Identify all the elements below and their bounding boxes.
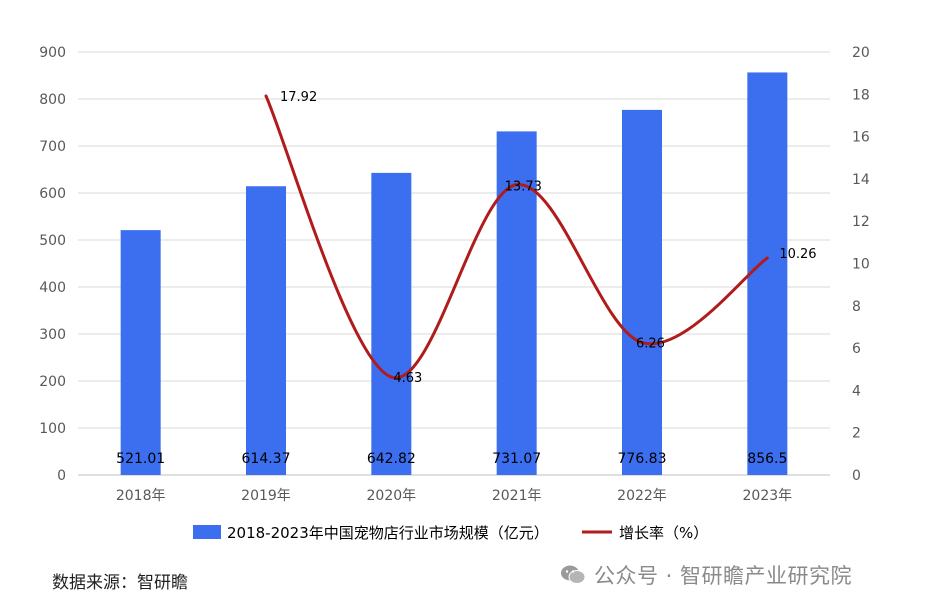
left-tick-label: 400 (39, 280, 66, 296)
x-tick-label: 2021年 (492, 488, 542, 504)
bar (246, 186, 286, 475)
legend: 2018-2023年中国宠物店行业市场规模（亿元） 增长率（%） (193, 524, 708, 542)
x-tick-label: 2022年 (617, 488, 667, 504)
x-tick-label: 2019年 (241, 488, 291, 504)
x-axis: 2018年 2019年 2020年 2021年 2022年 2023年 (116, 488, 792, 504)
line-value-label: 4.63 (393, 371, 422, 386)
bar-labels: 521.01 614.37 642.82 731.07 776.83 856.5 (116, 451, 787, 467)
line-series (264, 94, 769, 380)
bar-value-label: 856.5 (747, 451, 787, 467)
line-value-label: 17.92 (280, 90, 317, 105)
bar (622, 109, 662, 476)
right-tick-label: 10 (852, 257, 870, 273)
combo-chart: 0 100 200 300 400 500 600 700 800 900 0 2 4 6 8 10 12 14… (39, 45, 870, 542)
legend-bar-swatch (193, 525, 221, 539)
right-tick-label: 12 (852, 214, 870, 230)
right-tick-label: 18 (852, 87, 870, 103)
bar-value-label: 776.83 (618, 451, 667, 467)
bar-series (120, 72, 788, 476)
x-tick-label: 2018年 (116, 488, 166, 504)
bar-value-label: 521.01 (116, 451, 165, 467)
right-tick-label: 16 (852, 130, 870, 146)
right-tick-label: 2 (852, 426, 861, 442)
growth-line (264, 94, 769, 380)
source-note: 数据来源：智研瞻 (52, 573, 188, 593)
line-value-label: 10.26 (779, 247, 816, 262)
right-tick-label: 8 (852, 299, 861, 315)
left-tick-label: 700 (39, 139, 66, 155)
left-tick-label: 200 (39, 374, 66, 390)
right-tick-label: 6 (852, 341, 861, 357)
bar-value-label: 614.37 (242, 451, 291, 467)
x-tick-label: 2020年 (367, 488, 417, 504)
legend-line-label: 增长率（%） (619, 524, 708, 542)
line-value-label: 6.26 (636, 337, 665, 352)
left-tick-label: 100 (39, 421, 66, 437)
left-axis: 0 100 200 300 400 500 600 700 800 900 (39, 45, 66, 484)
left-tick-label: 800 (39, 92, 66, 108)
line-labels: 17.92 4.63 13.73 6.26 10.26 (280, 90, 817, 386)
gridlines (78, 51, 830, 476)
legend-bar-label: 2018-2023年中国宠物店行业市场规模（亿元） (227, 524, 549, 542)
bar (747, 72, 788, 475)
right-tick-label: 4 (852, 383, 861, 399)
left-tick-label: 0 (57, 468, 66, 484)
x-tick-label: 2023年 (743, 488, 793, 504)
right-axis: 0 2 4 6 8 10 12 14 16 18 20 (852, 45, 870, 484)
watermark: 公众号 · 智研瞻产业研究院 (560, 560, 852, 590)
bar-value-label: 731.07 (492, 451, 541, 467)
right-tick-label: 20 (852, 45, 870, 61)
wechat-icon (561, 565, 586, 584)
watermark-text: 公众号 · 智研瞻产业研究院 (594, 564, 853, 588)
left-tick-label: 900 (39, 45, 66, 61)
left-tick-label: 500 (39, 233, 66, 249)
bar-value-label: 642.82 (367, 451, 416, 467)
left-tick-label: 600 (39, 186, 66, 202)
left-tick-label: 300 (39, 327, 66, 343)
right-tick-label: 0 (852, 468, 861, 484)
line-value-label: 13.73 (505, 180, 542, 195)
right-tick-label: 14 (852, 172, 870, 188)
bar (120, 230, 161, 475)
bar (371, 172, 412, 475)
